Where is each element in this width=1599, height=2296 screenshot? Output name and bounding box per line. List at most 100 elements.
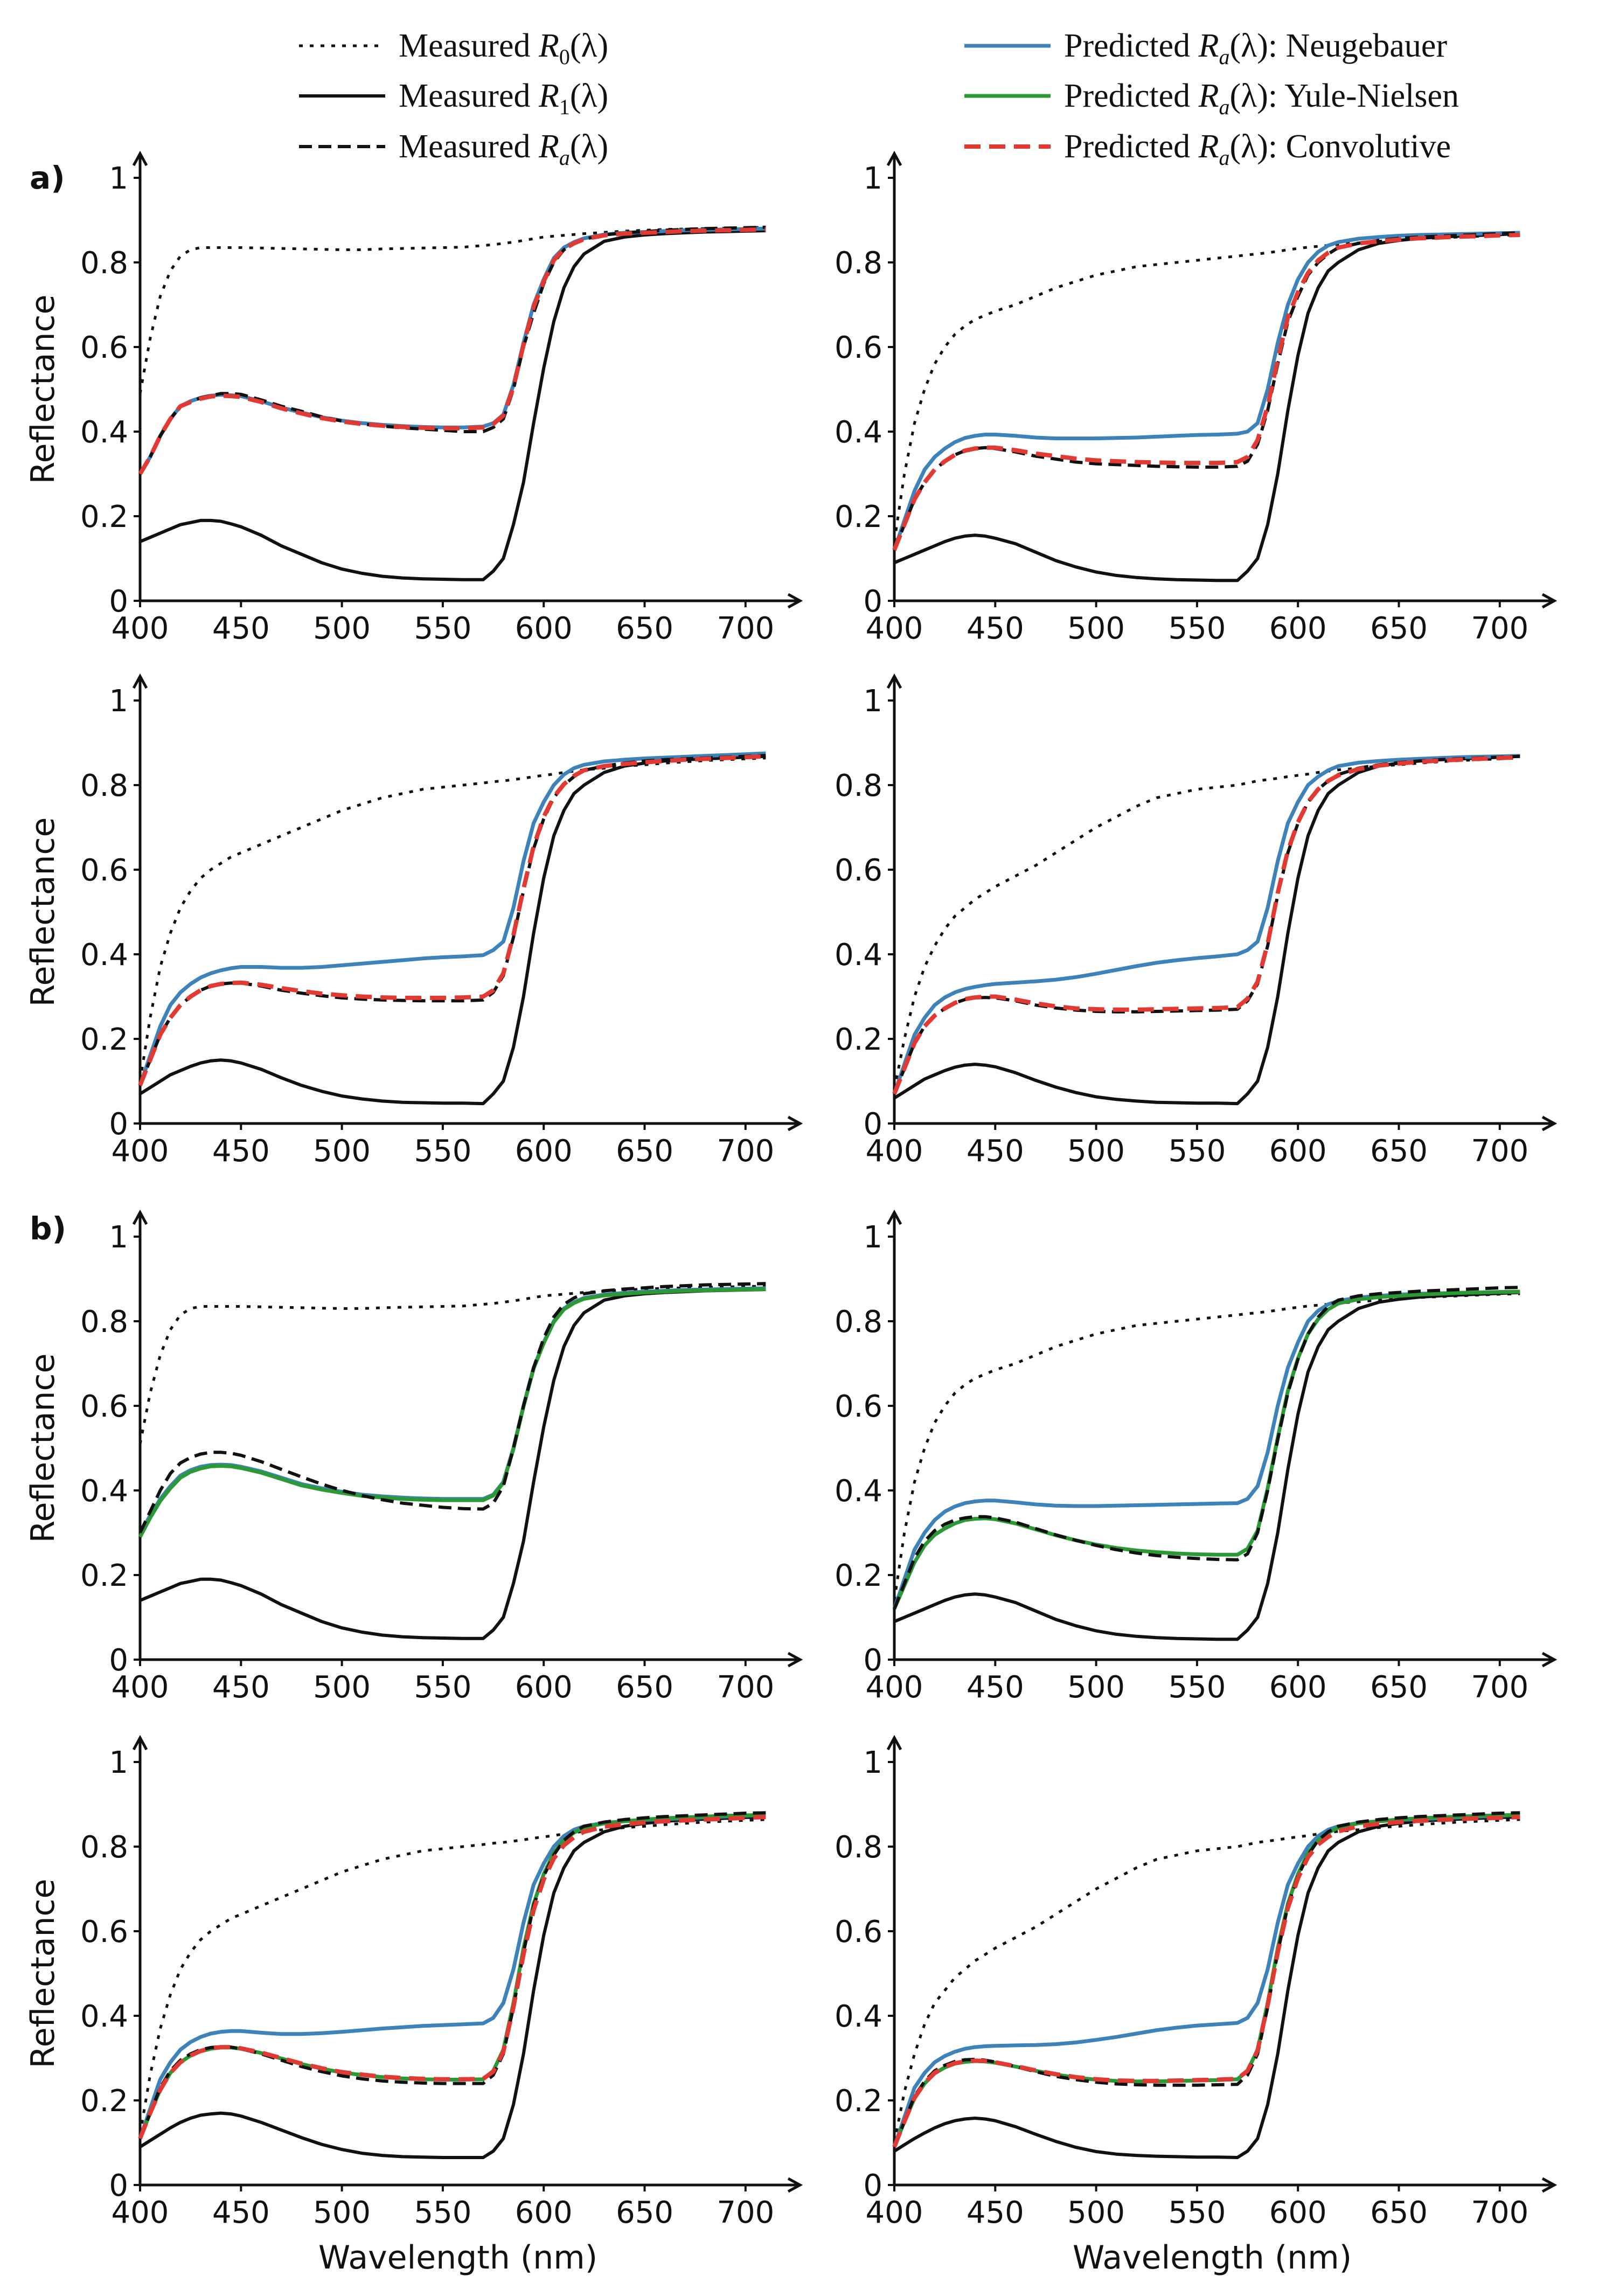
x-tick-label: 550 [414,1134,471,1169]
legend-label-neugebauer: Predicted Ra(λ): Neugebauer [1064,27,1447,69]
y-tick-label: 1 [109,1220,128,1255]
series-line-neu [892,754,1520,1095]
series-line-ra [138,1282,766,1534]
x-tick-label: 650 [1370,611,1428,646]
series-line-neu [892,231,1520,551]
series-line-conv [892,233,1520,551]
y-tick-label: 1 [863,161,882,196]
x-tick-label: 550 [1168,611,1226,646]
series-line-r0 [138,1818,766,2135]
legend-entry-neugebauer: Predicted Ra(λ): Neugebauer [964,27,1447,69]
x-axis-arrow-icon [787,593,803,609]
x-tick-label: 600 [1269,1670,1327,1705]
y-tick-label: 0.6 [835,1915,882,1950]
legend: Measured R0(λ) Measured R1(λ) Measured R… [299,27,1459,170]
y-tick-label: 0.6 [835,1389,882,1424]
series-line-neu [138,751,766,1086]
series-line-r0 [893,233,1520,542]
x-tick-label: 650 [616,1134,673,1169]
x-axis-arrow-icon [787,1652,803,1668]
x-axis-title: Wavelength (nm) [1073,2239,1352,2277]
legend-label-r1: Measured R1(λ) [399,78,608,119]
y-tick-label: 1 [109,684,128,719]
x-tick-label: 400 [866,2195,923,2230]
x-axis-arrow-icon [1541,593,1558,609]
y-axis-arrow-icon [886,150,902,167]
y-tick-label: 0 [109,2168,128,2203]
x-axis-arrow-icon [1541,2177,1558,2193]
y-tick-label: 0 [863,1643,882,1678]
y-tick-label: 1 [109,161,128,196]
y-tick-label: 0.2 [835,500,882,535]
chart-panel-a2: 0 0.2 0.4 0.6 0.8 1 400 450 500 550 600 650 700 [835,150,1558,646]
x-axis-arrow-icon [787,1115,803,1132]
y-axis-title: Reflectance [24,295,62,484]
chart-panel-a1: 0 0.2 0.4 0.6 0.8 1 400 450 500 550 600 650 700 Refle… [24,150,803,646]
y-tick-label: 0 [109,1643,128,1678]
series-line-r1 [893,1291,1520,1641]
x-tick-label: 500 [1067,1134,1125,1169]
x-tick-label: 650 [616,611,673,646]
x-tick-label: 450 [967,611,1024,646]
y-tick-label: 0.6 [80,330,128,365]
x-tick-label: 550 [1168,1670,1226,1705]
x-tick-label: 650 [1370,1134,1428,1169]
x-tick-label: 500 [1067,1670,1125,1705]
x-tick-label: 700 [1471,2195,1528,2230]
y-tick-label: 0.8 [835,246,882,281]
y-tick-label: 0.4 [80,1999,128,2034]
y-tick-label: 0 [863,584,882,619]
chart-panel-a3: 0 0.2 0.4 0.6 0.8 1 400 450 500 550 600 650 700 Refle… [24,673,803,1169]
x-axis-arrow-icon [1541,1652,1558,1668]
x-tick-label: 450 [212,1134,270,1169]
x-tick-label: 450 [212,1670,270,1705]
x-tick-label: 700 [717,611,774,646]
y-tick-label: 0.4 [835,415,882,450]
x-tick-label: 650 [616,2195,673,2230]
series-line-r1 [139,229,766,581]
x-tick-label: 600 [515,1670,573,1705]
y-tick-label: 0 [863,2168,882,2203]
series-line-conv [138,754,766,1086]
y-axis-arrow-icon [132,673,148,689]
y-axis-arrow-icon [132,1209,148,1225]
series-line-yule [138,1287,766,1538]
x-tick-label: 600 [1269,1134,1327,1169]
x-tick-label: 600 [515,2195,573,2230]
x-tick-label: 400 [112,1670,169,1705]
y-tick-label: 0.6 [80,853,128,888]
y-axis-arrow-icon [132,1735,148,1751]
x-tick-label: 500 [313,611,371,646]
x-tick-label: 700 [1471,1670,1528,1705]
legend-label-r0: Measured R0(λ) [399,27,608,69]
panel-label-b: b) [30,1210,66,1247]
x-axis-title: Wavelength (nm) [318,2239,597,2277]
x-tick-label: 550 [1168,1134,1226,1169]
series-line-ra [138,1811,766,2139]
series-line-r0 [138,1285,766,1445]
x-tick-label: 550 [1168,2195,1226,2230]
y-tick-label: 0 [109,584,128,619]
x-tick-label: 700 [717,1670,774,1705]
chart-panel-b2: 0 0.2 0.4 0.6 0.8 1 400 450 500 550 600 650 700 [835,1209,1558,1705]
series-line-r0 [138,757,766,1081]
y-tick-label: 0.6 [80,1389,128,1424]
x-tick-label: 450 [967,2195,1024,2230]
series-line-ra [893,1286,1520,1610]
x-tick-label: 700 [717,2195,774,2230]
y-tick-label: 0.2 [835,1558,882,1593]
x-tick-label: 600 [1269,2195,1327,2230]
y-tick-label: 0.4 [80,938,128,973]
y-tick-label: 1 [109,1745,128,1780]
y-tick-label: 0.8 [835,1305,882,1340]
series-line-conv [892,755,1520,1095]
chart-panel-b4: 0 0.2 0.4 0.6 0.8 1 400 450 500 550 600 650 700 Wavel… [835,1735,1558,2277]
x-tick-label: 600 [1269,611,1327,646]
x-tick-label: 400 [112,611,169,646]
x-tick-label: 400 [112,1134,169,1169]
y-tick-label: 0.4 [835,1474,882,1509]
x-tick-label: 600 [515,1134,573,1169]
y-tick-label: 0.2 [835,2084,882,2119]
x-tick-label: 400 [866,1670,923,1705]
